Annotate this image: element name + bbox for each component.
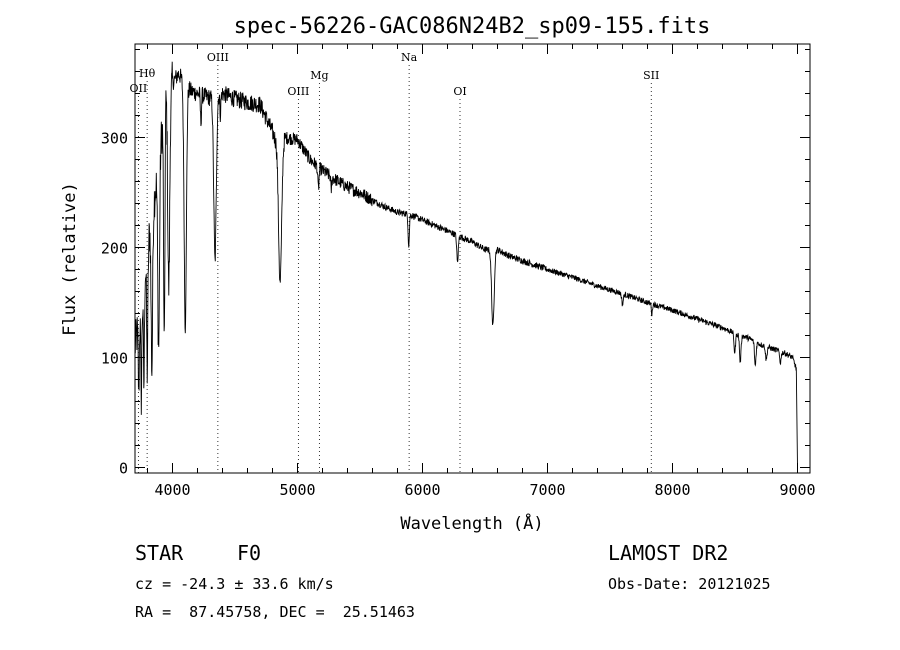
redshift-velocity: cz = -24.3 ± 33.6 km/s (135, 575, 334, 593)
y-tick-label: 200 (101, 240, 128, 258)
survey-name: LAMOST DR2 (608, 541, 729, 565)
x-tick-label: 4000 (154, 481, 190, 499)
spectral-line-label: SII (643, 69, 659, 82)
spectrum-line (134, 61, 798, 468)
spectral-line-label: OI (453, 85, 466, 98)
x-tick-label: 7000 (529, 481, 565, 499)
observation-date: Obs-Date: 20121025 (608, 575, 771, 593)
x-axis-label: Wavelength (Å) (400, 512, 543, 534)
spectral-line-label: Na (401, 51, 418, 64)
spectral-line-label: Hθ (139, 67, 156, 80)
y-axis-label: Flux (relative) (60, 182, 80, 336)
plot-axes: 4000 5000 6000 7000 8000 9000 0 100 200 300 (101, 43, 816, 499)
object-class: STAR (135, 541, 184, 565)
x-tick-label: 9000 (779, 481, 815, 499)
spectrum-series (134, 61, 798, 468)
spectral-line-label: OII (130, 82, 148, 95)
y-tick-label: 100 (101, 350, 128, 368)
y-tick-label: 0 (119, 460, 128, 478)
spectral-line-label: Mg (310, 69, 328, 82)
x-tick-label: 5000 (279, 481, 315, 499)
x-tick-label: 8000 (654, 481, 690, 499)
spectral-line-label: OIII (207, 51, 229, 64)
x-tick-label: 6000 (404, 481, 440, 499)
chart-title: spec-56226-GAC086N24B2_sp09-155.fits (234, 14, 711, 39)
y-tick-label: 300 (101, 130, 128, 148)
plot-frame (134, 43, 811, 474)
coordinates: RA = 87.45758, DEC = 25.51463 (135, 603, 415, 621)
object-subclass: F0 (237, 541, 262, 565)
spectral-line-label: OIII (287, 85, 309, 98)
